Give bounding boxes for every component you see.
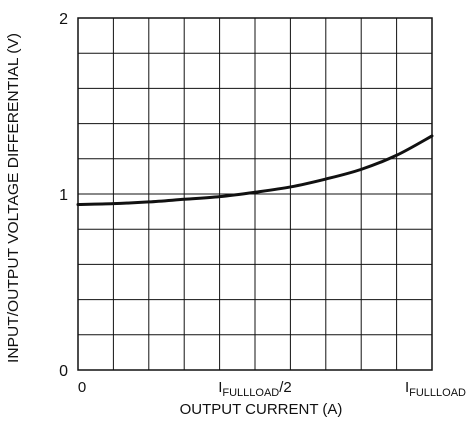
x-axis-label: OUTPUT CURRENT (A) — [180, 401, 343, 418]
y-tick-labels: 0 1 2 — [59, 11, 68, 380]
plot-frame — [77, 17, 433, 371]
x-tick-label: IFULLLOAD — [405, 379, 466, 399]
y-tick-label: 0 — [59, 363, 68, 380]
y-axis-label: INPUT/OUTPUT VOLTAGE DIFFERENTIAL (V) — [5, 33, 22, 363]
series-line — [76, 134, 434, 207]
x-tick-label: 0 — [78, 379, 86, 396]
y-tick-label: 2 — [59, 11, 68, 28]
y-tick-label: 1 — [59, 187, 68, 204]
chart-grid — [78, 18, 432, 370]
x-tick-label: IFULLLOAD/2 — [218, 379, 292, 399]
x-tick-labels: 0 IFULLLOAD/2 IFULLLOAD — [78, 379, 466, 399]
